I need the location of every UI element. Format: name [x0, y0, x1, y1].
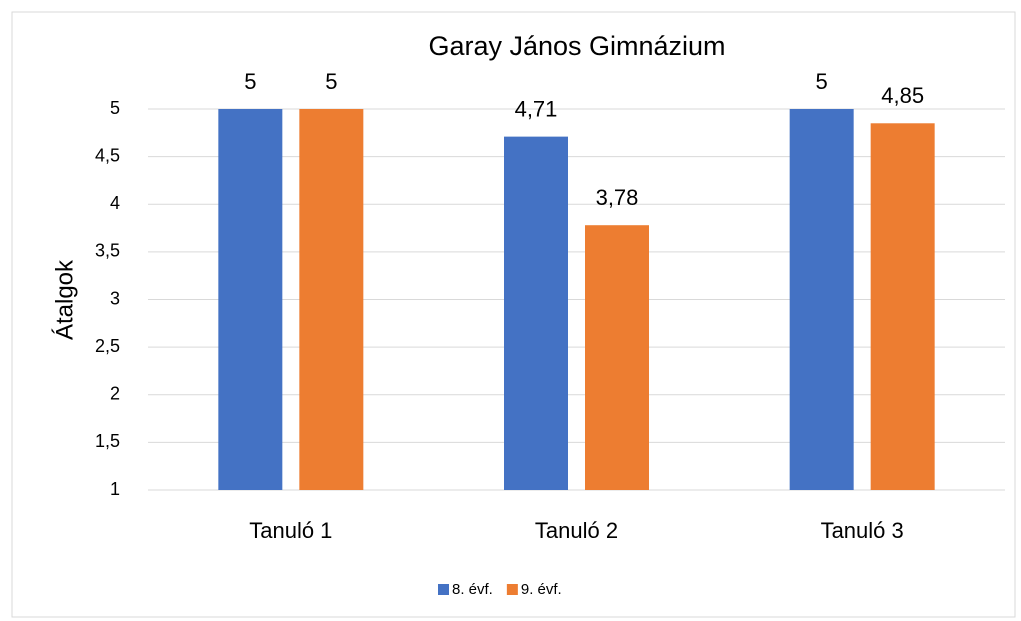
- bar: [789, 109, 854, 490]
- chart-title: Garay János Gimnázium: [428, 31, 725, 61]
- data-label: 4,71: [515, 96, 558, 121]
- y-axis-label: Átalgok: [51, 259, 78, 340]
- data-label: 5: [244, 69, 256, 94]
- data-label: 5: [816, 69, 828, 94]
- bar: [504, 136, 568, 490]
- legend-label: 8. évf.: [452, 581, 493, 598]
- x-tick-label: Tanuló 2: [535, 518, 618, 543]
- x-tick-label: Tanuló 1: [249, 518, 332, 543]
- y-tick-label: 2,5: [95, 336, 120, 356]
- data-label: 3,78: [596, 185, 639, 210]
- y-tick-label: 1,5: [95, 431, 120, 451]
- y-tick-label: 2: [110, 384, 120, 404]
- y-tick-label: 1: [110, 479, 120, 499]
- y-tick-label: 4: [110, 193, 120, 213]
- data-label: 4,85: [881, 83, 924, 108]
- y-tick-label: 3: [110, 288, 120, 308]
- legend-swatch: [438, 584, 449, 595]
- y-tick-label: 5: [110, 98, 120, 118]
- data-label: 5: [325, 69, 337, 94]
- y-tick-label: 3,5: [95, 241, 120, 261]
- bar: [870, 123, 935, 490]
- legend-swatch: [506, 584, 518, 595]
- y-tick-label: 4,5: [95, 145, 120, 165]
- bar: [299, 109, 364, 490]
- bar: [585, 225, 649, 490]
- legend-label: 9. évf.: [521, 581, 562, 598]
- bar: [218, 109, 283, 490]
- x-tick-label: Tanuló 3: [821, 518, 904, 543]
